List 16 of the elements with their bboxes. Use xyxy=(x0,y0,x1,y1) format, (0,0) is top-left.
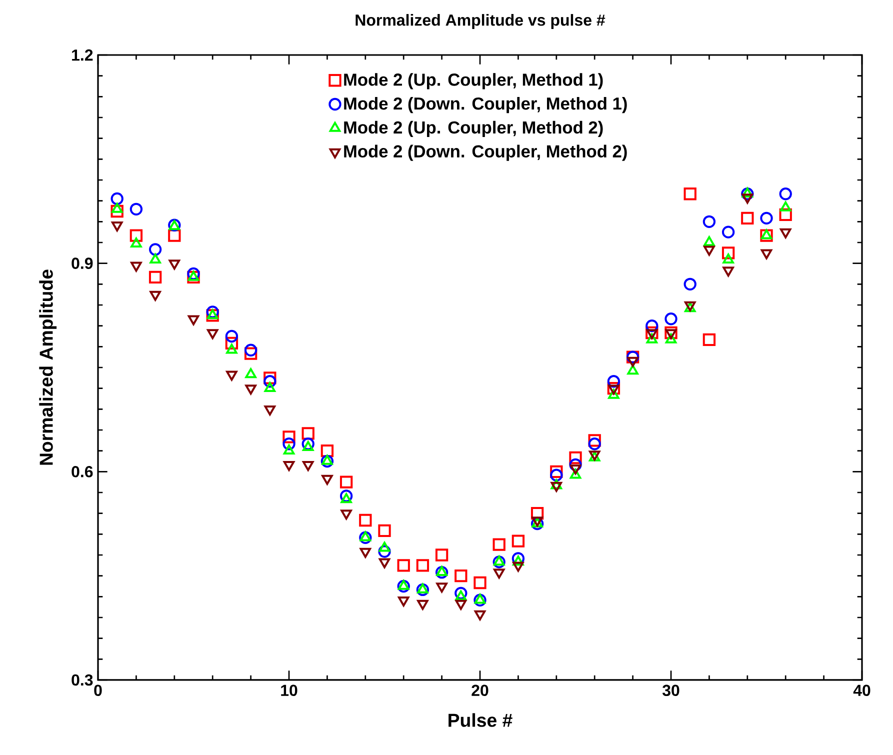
x-tick-label: 20 xyxy=(472,684,488,696)
x-tick-label: 10 xyxy=(281,684,298,696)
x-tick-label: 30 xyxy=(662,684,680,696)
chart-title: Normalized Amplitude vs pulse # xyxy=(356,14,606,29)
y-tick-label: 0.9 xyxy=(72,258,93,269)
y-tick-label: 0.6 xyxy=(72,466,93,478)
y-tick-label: 1.2 xyxy=(72,49,93,61)
x-tick-label: 40 xyxy=(853,684,870,696)
y-axis-title: Normalized Amplitude xyxy=(39,270,57,465)
x-axis-title: Pulse # xyxy=(448,713,512,727)
legend-label: Mode 2 (Down. Coupler, Method 1) xyxy=(344,96,627,114)
legend-label: Mode 2 (Up. Coupler, Method 2) xyxy=(344,120,603,138)
y-tick-label: 0.3 xyxy=(72,674,93,686)
legend-label: Mode 2 (Down. Coupler, Method 2) xyxy=(344,144,627,161)
x-tick-label: 0 xyxy=(94,684,102,696)
legend-label: Mode 2 (Up. Coupler, Method 1) xyxy=(344,73,603,90)
